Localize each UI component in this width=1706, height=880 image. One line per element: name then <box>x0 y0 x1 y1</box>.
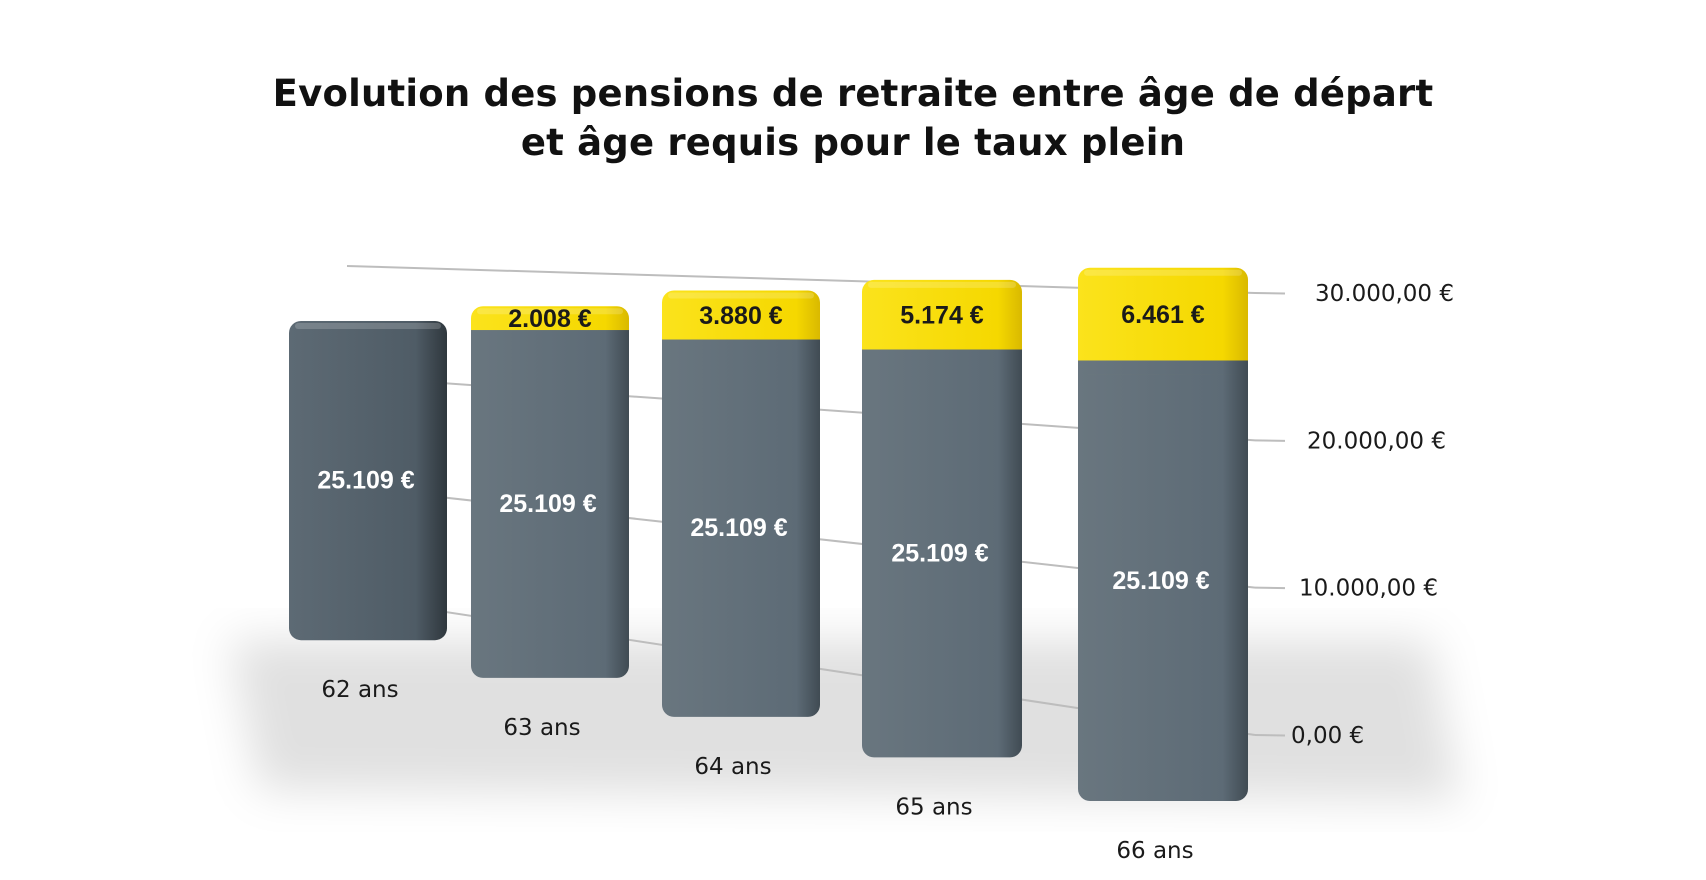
bar-segment-top <box>1078 267 1248 375</box>
data-label-base: 25.109 € <box>499 490 596 518</box>
data-label-base: 25.109 € <box>891 539 988 567</box>
y-tick-label: 10.000,00 € <box>1299 576 1438 602</box>
bar-segment-base <box>471 330 629 678</box>
x-tick-label: 63 ans <box>503 715 580 741</box>
data-label-top: 3.880 € <box>699 302 783 330</box>
bar-segment-base <box>662 339 820 717</box>
y-tick-mark <box>1254 734 1286 737</box>
y-tick-mark <box>1254 586 1286 590</box>
y-tick-mark <box>1254 439 1286 442</box>
bar-segment-top <box>662 290 820 354</box>
y-tick-label: 20.000,00 € <box>1307 428 1446 454</box>
bar-highlight <box>668 292 814 299</box>
bar-segment-join <box>862 349 1022 364</box>
data-label-top: 2.008 € <box>508 305 592 333</box>
bar-segment-base <box>862 349 1022 758</box>
x-tick-label: 64 ans <box>694 754 771 780</box>
chart-title-line-1: Evolution des pensions de retraite entre… <box>272 72 1434 115</box>
bar-highlight <box>1084 269 1242 276</box>
bar-segment-join <box>1078 360 1248 375</box>
bar-segment-join <box>662 339 820 354</box>
bar-highlight <box>295 323 441 330</box>
x-tick-label: 66 ans <box>1116 838 1193 864</box>
data-label-top: 6.461 € <box>1121 301 1205 329</box>
chart-title-line-2: et âge requis pour le taux plein <box>520 121 1186 164</box>
data-label-base: 25.109 € <box>317 467 414 495</box>
x-tick-label: 62 ans <box>321 677 398 703</box>
data-label-base: 25.109 € <box>690 514 787 542</box>
bar-segment-top <box>862 279 1022 364</box>
data-label-base: 25.109 € <box>1112 567 1209 595</box>
bar-segment-base <box>1078 360 1248 802</box>
y-tick-label: 30.000,00 € <box>1315 281 1454 307</box>
bar-segment-base <box>289 321 447 641</box>
x-tick-label: 65 ans <box>895 794 972 820</box>
bar-highlight <box>868 281 1016 288</box>
floor-shadow <box>230 640 1460 800</box>
bar-highlight <box>477 308 623 315</box>
data-label-top: 5.174 € <box>900 302 984 330</box>
bar-segment-join <box>471 330 629 345</box>
y-tick-label: 0,00 € <box>1291 723 1364 749</box>
y-tick-mark <box>1254 292 1286 295</box>
